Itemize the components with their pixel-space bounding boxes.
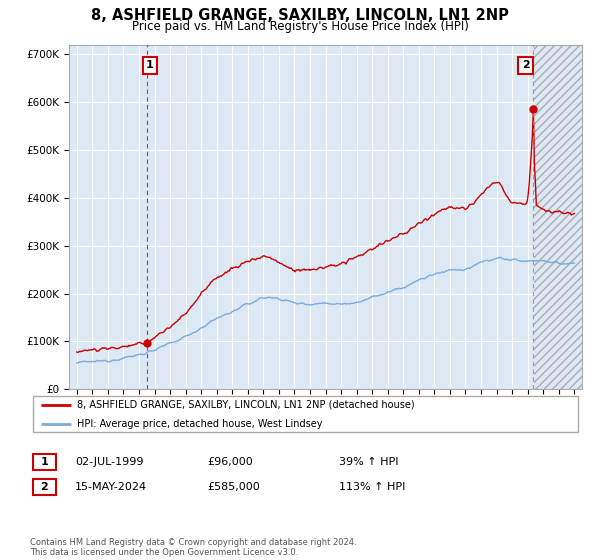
Text: Price paid vs. HM Land Registry's House Price Index (HPI): Price paid vs. HM Land Registry's House … bbox=[131, 20, 469, 32]
Text: Contains HM Land Registry data © Crown copyright and database right 2024.
This d: Contains HM Land Registry data © Crown c… bbox=[30, 538, 356, 557]
Text: 02-JUL-1999: 02-JUL-1999 bbox=[75, 457, 143, 467]
Text: 1: 1 bbox=[41, 457, 48, 467]
Text: 113% ↑ HPI: 113% ↑ HPI bbox=[339, 482, 406, 492]
Text: 2: 2 bbox=[41, 482, 48, 492]
Text: 1: 1 bbox=[146, 60, 154, 71]
Text: 2: 2 bbox=[521, 60, 529, 71]
Text: 15-MAY-2024: 15-MAY-2024 bbox=[75, 482, 147, 492]
FancyBboxPatch shape bbox=[33, 396, 578, 432]
Text: 39% ↑ HPI: 39% ↑ HPI bbox=[339, 457, 398, 467]
Text: £96,000: £96,000 bbox=[207, 457, 253, 467]
Bar bbox=[534, 45, 582, 389]
Bar bbox=[534, 45, 582, 389]
Text: 8, ASHFIELD GRANGE, SAXILBY, LINCOLN, LN1 2NP (detached house): 8, ASHFIELD GRANGE, SAXILBY, LINCOLN, LN… bbox=[77, 400, 415, 410]
Text: 8, ASHFIELD GRANGE, SAXILBY, LINCOLN, LN1 2NP: 8, ASHFIELD GRANGE, SAXILBY, LINCOLN, LN… bbox=[91, 8, 509, 24]
Text: £585,000: £585,000 bbox=[207, 482, 260, 492]
Text: HPI: Average price, detached house, West Lindsey: HPI: Average price, detached house, West… bbox=[77, 419, 322, 429]
